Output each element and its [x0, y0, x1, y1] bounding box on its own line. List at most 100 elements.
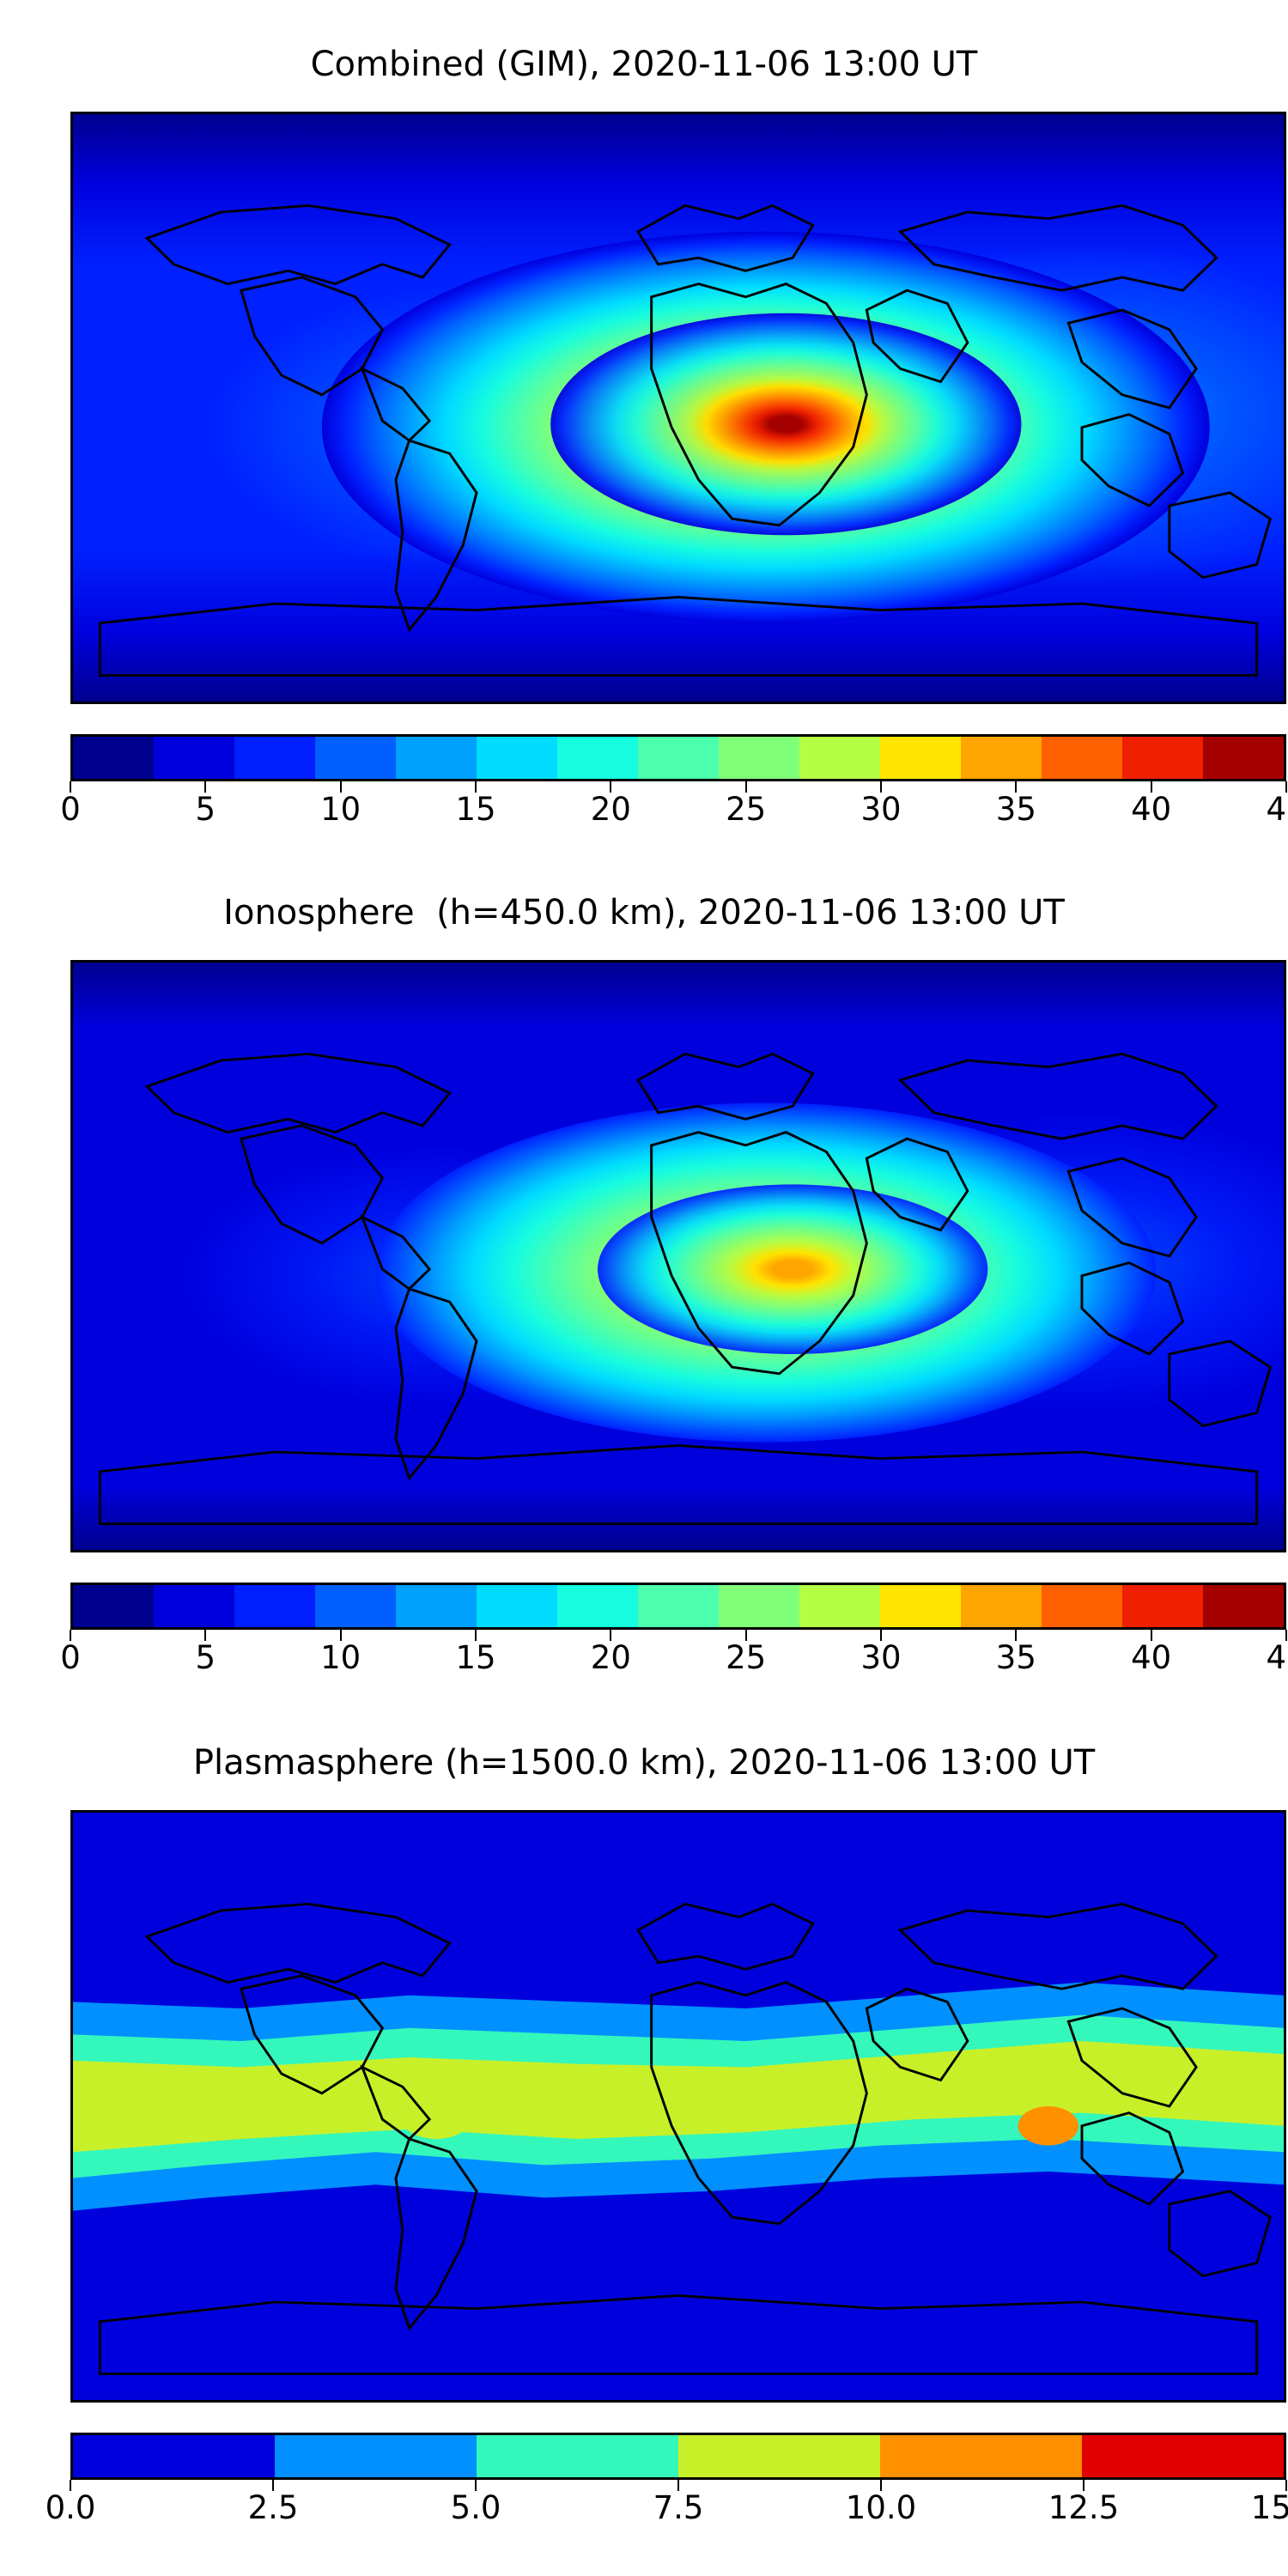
colorbar-band-3 — [315, 1585, 396, 1627]
colorbar-band-12 — [1042, 1585, 1122, 1627]
colorbar-tick-mark — [475, 2480, 477, 2491]
colorbar-tick-mark — [744, 781, 747, 793]
colorbar-ticks-plasmasphere: 0.0 2.5 5.0 7.5 10.0 12.5 15.0 — [46, 2480, 1288, 2540]
colorbar-tick-mark — [1150, 781, 1152, 793]
colorbar-plasmasphere — [70, 2433, 1286, 2480]
colorbar-band-3 — [315, 737, 396, 779]
tec-field-combined — [73, 114, 1284, 702]
colorbar-band-1 — [275, 2435, 477, 2477]
colorbar-tick-mark — [1285, 2480, 1287, 2491]
map-field-combined — [73, 114, 1284, 702]
colorbar-tick-mark — [1015, 1630, 1018, 1641]
colorbar-band-1 — [154, 737, 234, 779]
colorbar-tick-label: 20 — [590, 791, 631, 828]
colorbar-tick-mark — [475, 1630, 477, 1641]
colorbar-tick-label: 25 — [726, 1639, 767, 1676]
colorbar-tick-mark — [744, 1630, 747, 1641]
colorbar-tick-label: 45 — [1266, 791, 1288, 828]
colorbar-tick-label: 40 — [1131, 791, 1172, 828]
colorbar-ionosphere — [70, 1583, 1286, 1630]
panel-title-combined: Combined (GIM), 2020-11-06 13:00 UT — [310, 45, 978, 84]
colorbar-band-11 — [961, 737, 1042, 779]
colorbar-tick-label: 10 — [320, 791, 361, 828]
tec-field-ionosphere — [73, 963, 1284, 1550]
colorbar-tick-mark — [880, 1630, 882, 1641]
colorbar-band-2 — [234, 1585, 315, 1627]
colorbar-combined — [70, 734, 1286, 781]
colorbar-band-10 — [880, 1585, 961, 1627]
colorbar-band-5 — [477, 1585, 557, 1627]
colorbar-tick-mark — [70, 781, 71, 793]
colorbar-tick-label: 2.5 — [247, 2489, 299, 2526]
colorbar-tick-mark — [880, 781, 882, 793]
coastlines-plasmasphere — [98, 1902, 1273, 2376]
colorbar-band-10 — [880, 737, 961, 779]
colorbar-band-14 — [1203, 737, 1284, 779]
coastlines-ionosphere — [98, 1052, 1273, 1526]
colorbar-tick-label: 25 — [726, 791, 767, 828]
colorbar-tick-mark — [339, 1630, 342, 1641]
colorbar-band-5 — [1082, 2435, 1284, 2477]
tec-field-plasmasphere — [73, 1813, 1284, 2400]
colorbar-tick-mark — [204, 781, 207, 793]
colorbar-tick-label: 35 — [995, 791, 1036, 828]
colorbar-tick-label: 20 — [590, 1639, 631, 1676]
panel-title-plasmasphere: Plasmasphere (h=1500.0 km), 2020-11-06 1… — [192, 1743, 1096, 1783]
map-ionosphere — [70, 960, 1286, 1552]
colorbar-tick-label: 30 — [860, 791, 902, 828]
colorbar-band-2 — [477, 2435, 678, 2477]
colorbar-band-9 — [799, 1585, 880, 1627]
colorbar-band-0 — [73, 2435, 275, 2477]
colorbar-tick-mark — [677, 2480, 679, 2491]
colorbar-tick-label: 0.0 — [45, 2489, 96, 2526]
colorbar-band-9 — [799, 737, 880, 779]
colorbar-band-7 — [638, 1585, 719, 1627]
colorbar-tick-label: 15 — [455, 1639, 496, 1676]
colorbar-tick-mark — [1015, 781, 1018, 793]
colorbar-band-8 — [719, 1585, 799, 1627]
colorbar-tick-label: 10 — [320, 1639, 361, 1676]
colorbar-tick-label: 10.0 — [845, 2489, 917, 2526]
colorbar-tick-label: 12.5 — [1048, 2489, 1120, 2526]
colorbar-tick-mark — [339, 781, 342, 793]
colorbar-band-0 — [73, 1585, 154, 1627]
colorbar-tick-label: 0 — [60, 791, 81, 828]
colorbar-band-12 — [1042, 737, 1122, 779]
colorbar-band-5 — [477, 737, 557, 779]
colorbar-band-2 — [234, 737, 315, 779]
colorbar-band-4 — [396, 1585, 477, 1627]
colorbar-tick-label: 30 — [860, 1639, 902, 1676]
colorbar-tick-mark — [610, 1630, 612, 1641]
colorbar-tick-label: 15.0 — [1250, 2489, 1288, 2526]
map-field-ionosphere — [73, 963, 1284, 1550]
colorbar-band-6 — [557, 737, 638, 779]
colorbar-tick-mark — [1083, 2480, 1084, 2491]
colorbar-tick-mark — [204, 1630, 207, 1641]
coastlines-combined — [98, 204, 1273, 677]
colorbar-band-0 — [73, 737, 154, 779]
colorbar-tick-label: 45 — [1266, 1639, 1288, 1676]
colorbar-tick-label: 5 — [195, 791, 216, 828]
colorbar-tick-mark — [1285, 1630, 1287, 1641]
colorbar-tick-label: 35 — [995, 1639, 1036, 1676]
colorbar-tick-mark — [880, 2480, 882, 2491]
colorbar-tick-mark — [1150, 1630, 1152, 1641]
colorbar-tick-mark — [272, 2480, 274, 2491]
colorbar-band-8 — [719, 737, 799, 779]
map-combined — [70, 112, 1286, 704]
colorbar-tick-label: 40 — [1131, 1639, 1172, 1676]
colorbar-band-11 — [961, 1585, 1042, 1627]
colorbar-tick-label: 15 — [455, 791, 496, 828]
colorbar-band-1 — [154, 1585, 234, 1627]
colorbar-tick-mark — [1285, 781, 1287, 793]
colorbar-tick-label: 0 — [60, 1639, 81, 1676]
colorbar-tick-mark — [610, 781, 612, 793]
colorbar-band-4 — [880, 2435, 1082, 2477]
colorbar-band-7 — [638, 737, 719, 779]
colorbar-tick-label: 5 — [195, 1639, 216, 1676]
colorbar-ticks-ionosphere: 0 5 10 15 20 25 30 35 40 45 — [60, 1630, 1288, 1690]
colorbar-tick-mark — [70, 1630, 71, 1641]
colorbar-band-6 — [557, 1585, 638, 1627]
colorbar-band-14 — [1203, 1585, 1284, 1627]
